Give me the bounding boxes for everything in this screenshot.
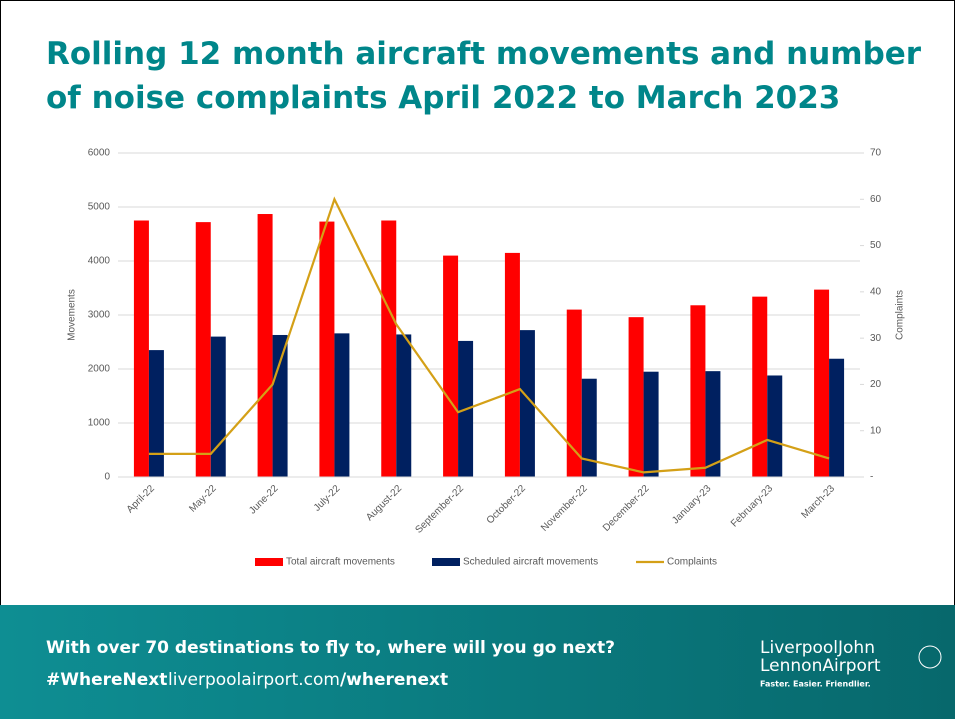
y-tick-label: 1000	[88, 418, 111, 429]
x-tick-label: March-23	[799, 483, 837, 521]
x-tick-label: August-22	[364, 483, 404, 523]
bar	[767, 375, 783, 477]
bar	[133, 220, 149, 477]
chart-title: Rolling 12 month aircraft movements and …	[46, 36, 922, 116]
x-tick-label: September-22	[413, 483, 466, 536]
x-tick-label: April-22	[125, 483, 157, 515]
bar	[319, 221, 335, 477]
tagline: With over 70 destinations to fly to, whe…	[46, 638, 615, 658]
y2-tick-label: 70	[870, 148, 882, 159]
bar	[752, 296, 768, 477]
x-tick-label: October-22	[485, 483, 528, 526]
x-tick-label: February-23	[729, 483, 776, 530]
x-tick-label: July-22	[312, 483, 343, 514]
y2-tick-label: 10	[870, 425, 882, 436]
bar	[814, 289, 830, 477]
bar	[504, 252, 520, 477]
bar	[381, 220, 397, 477]
x-tick-label: June-22	[247, 483, 281, 517]
hashtag: #WhereNext	[46, 670, 167, 690]
y-tick-label: 3000	[88, 310, 111, 321]
x-tick-label: January-23	[670, 483, 713, 526]
logo-line: LennonAirport	[760, 656, 881, 676]
bar	[519, 330, 535, 477]
url: liverpoolairport.com	[168, 670, 340, 690]
slogan: Faster. Easier. Friendlier.	[760, 680, 871, 689]
bar	[829, 358, 845, 477]
x-tick-label: December-22	[601, 483, 652, 534]
y2-tick-label: 40	[870, 286, 882, 297]
x-tick-label: November-22	[539, 483, 590, 534]
url-path: /wherenext	[340, 670, 448, 690]
logo-icon	[918, 645, 942, 669]
bar	[257, 214, 273, 477]
y2-tick-label: 20	[870, 379, 882, 390]
legend-swatch	[432, 558, 460, 566]
bar	[566, 309, 582, 477]
line	[148, 196, 830, 474]
y2-tick-label: 50	[870, 240, 882, 251]
bar	[148, 350, 164, 477]
legend-swatch	[255, 558, 283, 566]
bar	[210, 336, 226, 477]
y-tick-label: 5000	[88, 202, 111, 213]
y-tick-label: 4000	[88, 256, 111, 267]
bar	[643, 371, 659, 477]
y2-tick-label: 60	[870, 194, 882, 205]
bar	[690, 305, 706, 477]
bar	[195, 222, 211, 477]
y-tick-label: 2000	[88, 364, 111, 375]
x-tick-label: May-22	[187, 483, 219, 515]
footer-band	[0, 605, 955, 719]
y2-tick-label: -	[870, 472, 873, 483]
y-tick-label: 6000	[88, 148, 111, 159]
bar	[272, 334, 288, 477]
legend-label: Scheduled aircraft movements	[463, 557, 598, 568]
y-tick-label: 0	[104, 472, 110, 483]
bar	[705, 371, 721, 477]
bar	[628, 317, 644, 477]
y-axis-label: Movements	[67, 289, 78, 341]
legend-label: Total aircraft movements	[286, 557, 395, 568]
y2-axis-label: Complaints	[895, 290, 906, 340]
bar	[443, 255, 459, 477]
bar	[334, 333, 350, 477]
logo-line: LiverpoolJohn	[760, 638, 875, 658]
bar	[396, 334, 412, 477]
bar	[581, 378, 597, 477]
legend-label: Complaints	[667, 557, 717, 568]
y2-tick-label: 30	[870, 333, 882, 344]
